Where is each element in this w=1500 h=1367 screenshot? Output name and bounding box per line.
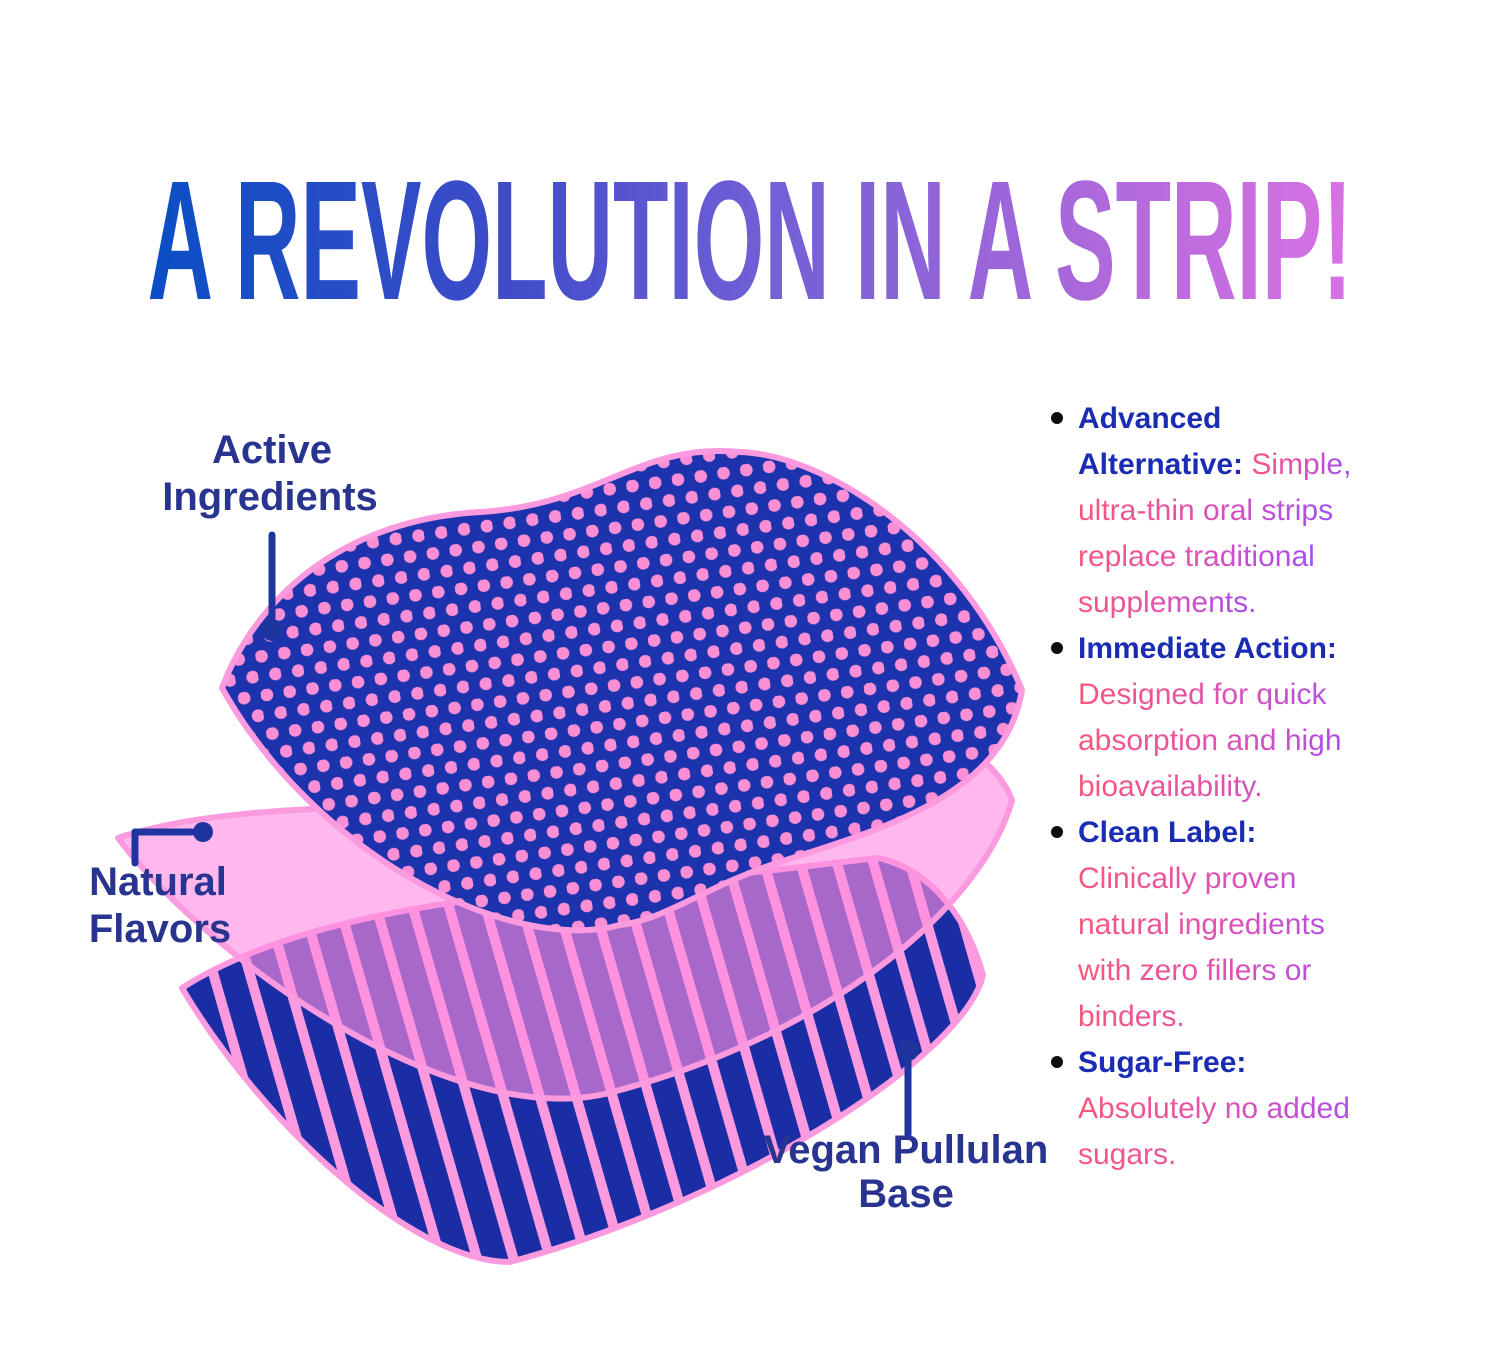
bullet-heading: Clean Label: [1078,816,1257,849]
strip-layers-diagram: Active Ingredients Natural Flavors Vegan… [89,428,1049,1265]
bullet-item-advanced-alternative: Advanced Alternative: Simple, ultra-thin … [1051,396,1391,626]
label-vegan-pullulan-base-line2: Base [858,1172,954,1216]
bullet-body: Designed for quick absorption and high b… [1078,672,1378,810]
page-title-wrap: A REVOLUTION IN A STRIP! [130,146,1370,336]
bullet-marker [1051,626,1078,654]
page-title: A REVOLUTION IN A STRIP! [148,146,1353,336]
label-active-ingredients-line1: Active [212,428,332,472]
bullet-item-sugar-free: Sugar-Free: Absolutely no added sugars. [1051,1040,1391,1178]
label-natural-flavors-line2: Flavors [89,907,231,951]
bullet-content: Advanced Alternative: Simple, ultra-thin … [1078,396,1378,626]
bullet-dot-icon [1051,1056,1063,1068]
page-title-svg: A REVOLUTION IN A STRIP! [148,146,1353,336]
bullet-heading: Immediate Action: [1078,632,1337,665]
natural-flavors-connector [131,822,213,867]
bullet-marker [1051,810,1078,838]
bullet-body: Clinically proven natural ingredients wi… [1078,856,1378,1040]
bullet-dot-icon [1051,412,1063,424]
bullet-body: Absolutely no added sugars. [1078,1086,1378,1178]
label-active-ingredients-line2: Ingredients [162,475,378,519]
bullet-marker [1051,396,1078,424]
active-ingredients-connector [261,531,283,641]
bullet-marker [1051,1040,1078,1068]
bullet-heading: Advanced [1078,402,1222,435]
bullet-item-clean-label: Clean Label: Clinically proven natural in… [1051,810,1391,1040]
bullet-content: Immediate Action: Designed for quick abso… [1078,626,1378,810]
vegan-pullulan-base-connector [897,1039,919,1139]
bullet-content: Clean Label: Clinically proven natural in… [1078,810,1378,1040]
label-natural-flavors-line1: Natural [89,860,227,904]
bullet-dot-icon [1051,826,1063,838]
bullet-heading: Alternative: [1078,448,1244,481]
bullet-item-immediate-action: Immediate Action: Designed for quick abso… [1051,626,1391,810]
bullet-dot-icon [1051,642,1063,654]
label-vegan-pullulan-base-line1: Vegan Pullulan [764,1128,1049,1172]
feature-bullet-list: Advanced Alternative: Simple, ultra-thin … [1051,396,1391,1178]
active-ingredients-layer [219,447,1025,934]
bullet-body: Simple, ultra-thin oral strips replace t… [1078,448,1352,619]
bullet-heading: Sugar-Free: [1078,1046,1247,1079]
bullet-content: Sugar-Free: Absolutely no added sugars. [1078,1040,1378,1178]
